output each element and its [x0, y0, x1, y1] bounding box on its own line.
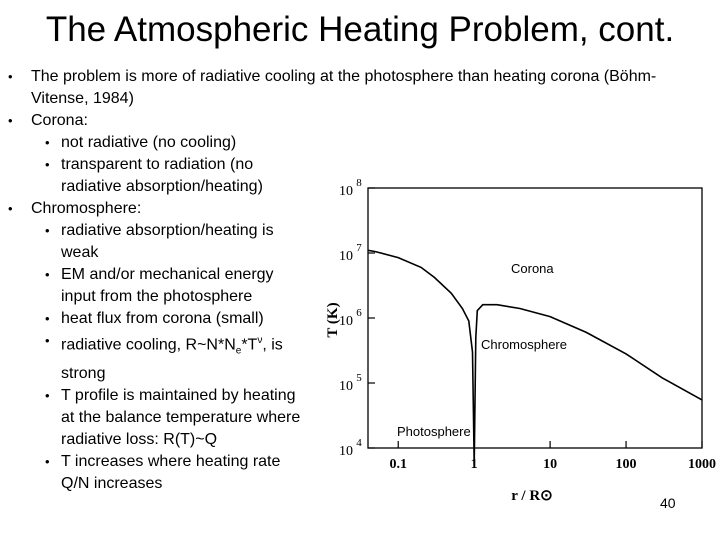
bullet-list: The problem is more of radiative cooling… — [8, 66, 668, 495]
x-axis-label: r / R⊙ — [511, 488, 552, 504]
annotation-corona: Corona — [511, 261, 554, 276]
y-axis-label: T (K) — [325, 302, 341, 337]
y-tick-exponent: 7 — [356, 242, 362, 254]
x-tick-label: 100 — [616, 457, 637, 472]
cooling-text-mid: *T — [241, 336, 258, 354]
y-tick-exponent: 6 — [356, 307, 362, 319]
y-tick-base: 10 — [339, 184, 353, 199]
y-tick-exponent: 8 — [356, 178, 362, 189]
bullet-corona: Corona: — [8, 110, 668, 132]
x-tick-label: 1000 — [688, 457, 716, 472]
cooling-superscript: ν — [257, 335, 263, 346]
y-tick-base: 10 — [339, 379, 353, 394]
y-tick-base: 10 — [339, 314, 353, 329]
sub-bullet-radiative-cooling: radiative cooling, R~N*Ne*Tν, is strong — [8, 330, 311, 385]
annotation-photosphere: Photosphere — [397, 424, 471, 439]
sub-bullet-absorption-weak: radiative absorption/heating is weak — [8, 220, 311, 264]
sub-bullet-t-increases: T increases where heating rate Q/N incre… — [8, 451, 311, 495]
page-number: 40 — [660, 495, 676, 511]
y-tick-base: 10 — [339, 444, 353, 459]
y-tick-exponent: 5 — [356, 372, 362, 384]
bullet-radiative-cooling: The problem is more of radiative cooling… — [8, 66, 668, 110]
sub-bullet-t-profile: T profile is maintained by heating at th… — [8, 385, 311, 451]
x-tick-label: 0.1 — [389, 457, 407, 472]
sub-bullet-transparent: transparent to radiation (no radiative a… — [8, 154, 311, 198]
sub-bullet-heat-flux: heat flux from corona (small) — [8, 308, 311, 330]
y-tick-exponent: 4 — [356, 437, 362, 449]
x-tick-label: 10 — [543, 457, 557, 472]
plot-frame — [367, 187, 703, 449]
bullet-chromosphere: Chromosphere: — [8, 198, 668, 220]
cooling-text-pre: radiative cooling, R~N*N — [61, 336, 236, 354]
y-tick-base: 10 — [339, 249, 353, 264]
sub-bullet-energy-input: EM and/or mechanical energy input from t… — [8, 264, 311, 308]
annotation-chromosphere: Chromosphere — [481, 337, 567, 352]
cooling-subscript: e — [235, 345, 242, 357]
cooling-text-post: , is strong — [61, 336, 283, 382]
slide-title: The Atmospheric Heating Problem, cont. — [45, 10, 675, 49]
sub-bullet-not-radiative: not radiative (no cooling) — [8, 132, 668, 154]
temperature-curve — [367, 249, 703, 465]
